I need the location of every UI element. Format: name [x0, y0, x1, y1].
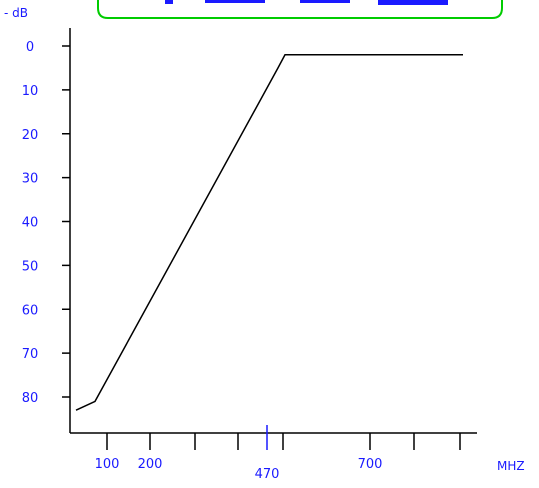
- y-tick-label: 40: [22, 216, 39, 231]
- x-tick-label: 700: [358, 457, 383, 472]
- x-tick-label: 470: [255, 467, 280, 482]
- y-tick-label: 70: [22, 347, 39, 362]
- y-unit-label: - dB: [4, 6, 28, 20]
- x-unit-label: MHZ: [497, 459, 525, 473]
- y-tick-label: 0: [26, 40, 34, 55]
- header-text-fragment-mid2: [300, 0, 350, 3]
- y-tick-label: 20: [22, 128, 39, 143]
- header-text-fragment-left: [165, 0, 173, 4]
- y-tick-label: 60: [22, 303, 39, 318]
- header-text-fragment-mid: [205, 0, 265, 3]
- x-tick-label: 200: [138, 457, 163, 472]
- attenuation-curve: [75, 54, 463, 411]
- y-tick-label: 30: [22, 172, 39, 187]
- y-tick-label: 10: [22, 84, 39, 99]
- header-frame: [97, 0, 503, 19]
- header-text-fragment-right: [378, 0, 448, 5]
- x-tick-label: 100: [95, 457, 120, 472]
- y-tick-label: 80: [22, 391, 39, 406]
- y-tick-label: 50: [22, 259, 39, 274]
